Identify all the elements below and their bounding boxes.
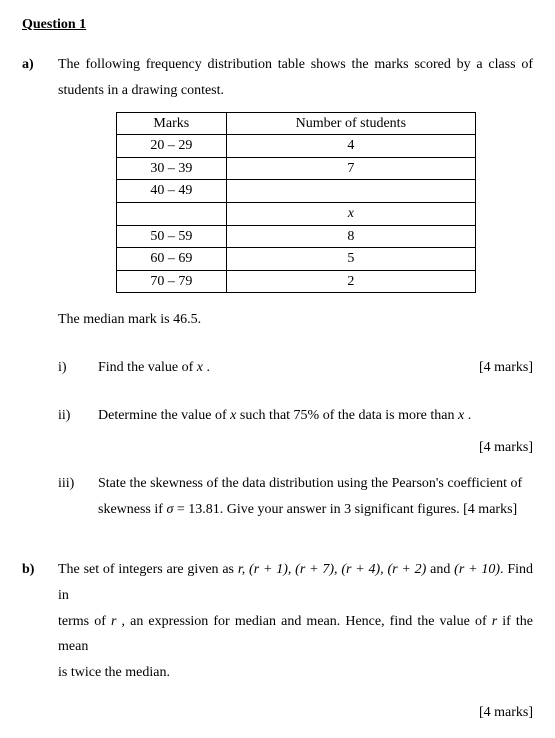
b-expr2: (r + 10) (454, 562, 500, 577)
sub-ii-post: . (464, 408, 471, 423)
part-b-body: The set of integers are given as r, (r +… (58, 557, 533, 726)
sub-i-post: . (203, 360, 210, 375)
part-b-line1: The set of integers are given as r, (r +… (58, 557, 533, 609)
sub-iii-line2: skewness if σ = 13.81. Give your answer … (98, 497, 533, 523)
table-row: 30 – 39 7 (116, 157, 475, 180)
sub-iii-line1: State the skewness of the data distribut… (98, 471, 533, 497)
part-b-line2: terms of r , an expression for median an… (58, 609, 533, 661)
page: Question 1 a) The following frequency di… (0, 0, 555, 738)
sigma-eq: = 13.81 (173, 502, 219, 517)
b-l2-mid: , an expression for median and mean. Hen… (116, 614, 491, 629)
part-a-label: a) (22, 52, 58, 78)
part-a-table-wrap: Marks Number of students 20 – 29 4 30 – … (58, 112, 533, 294)
sub-i-body: Find the value of x . [4 marks] (98, 355, 533, 381)
sub-a-i: i) Find the value of x . [4 marks] (58, 355, 533, 381)
table-row: 50 – 59 8 (116, 225, 475, 248)
sub-ii-marks: [4 marks] (98, 435, 533, 461)
sub-i-text: Find the value of x . (98, 355, 479, 381)
part-b-label: b) (22, 557, 58, 583)
sub-i-label: i) (58, 355, 98, 381)
cell-marks: 40 – 49 (116, 180, 227, 203)
b-and: and (426, 562, 454, 577)
sub-i-marks: [4 marks] (479, 355, 533, 381)
sub-iii-post: . Give your answer in 3 significant figu… (220, 502, 517, 517)
sub-ii-pre: Determine the value of (98, 408, 230, 423)
sub-iii-label: iii) (58, 471, 98, 497)
sub-iii-pre: skewness if (98, 502, 166, 517)
cell-marks: 50 – 59 (116, 225, 227, 248)
table-row: x (116, 203, 475, 226)
part-b-line3: is twice the median. (58, 660, 533, 686)
cell-marks: 30 – 39 (116, 157, 227, 180)
col-header-students: Number of students (227, 112, 475, 135)
table-row: 20 – 29 4 (116, 135, 475, 158)
b-expr: r, (r + 1), (r + 7), (r + 4), (r + 2) (238, 562, 427, 577)
sub-ii-body: Determine the value of x such that 75% o… (98, 403, 533, 461)
var-x: x (348, 206, 354, 221)
sub-i-pre: Find the value of (98, 360, 197, 375)
median-statement: The median mark is 46.5. (58, 307, 533, 333)
cell-marks: 20 – 29 (116, 135, 227, 158)
table-row: 40 – 49 (116, 180, 475, 203)
table-row: Marks Number of students (116, 112, 475, 135)
sub-iii-body: State the skewness of the data distribut… (98, 471, 533, 523)
sub-a-iii: iii) State the skewness of the data dist… (58, 471, 533, 523)
part-a: a) The following frequency distribution … (22, 52, 533, 104)
part-b-marks: [4 marks] (58, 700, 533, 726)
part-b: b) The set of integers are given as r, (… (22, 557, 533, 726)
b-l2-pre: terms of (58, 614, 111, 629)
table-row: 60 – 69 5 (116, 248, 475, 271)
question-heading: Question 1 (22, 12, 533, 38)
cell-count: x (227, 203, 475, 226)
sub-a-ii: ii) Determine the value of x such that 7… (58, 403, 533, 461)
cell-marks (116, 203, 227, 226)
cell-count: 8 (227, 225, 475, 248)
cell-count: 2 (227, 270, 475, 293)
cell-marks: 60 – 69 (116, 248, 227, 271)
b-seg1: The set of integers are given as (58, 562, 238, 577)
frequency-table: Marks Number of students 20 – 29 4 30 – … (116, 112, 476, 294)
cell-count: 4 (227, 135, 475, 158)
col-header-marks: Marks (116, 112, 227, 135)
part-a-intro: The following frequency distribution tab… (58, 52, 533, 104)
cell-marks: 70 – 79 (116, 270, 227, 293)
table-row: 70 – 79 2 (116, 270, 475, 293)
sub-ii-label: ii) (58, 403, 98, 429)
cell-count: 7 (227, 157, 475, 180)
cell-count (227, 180, 475, 203)
sub-ii-mid: such that 75% of the data is more than (236, 408, 458, 423)
cell-count: 5 (227, 248, 475, 271)
